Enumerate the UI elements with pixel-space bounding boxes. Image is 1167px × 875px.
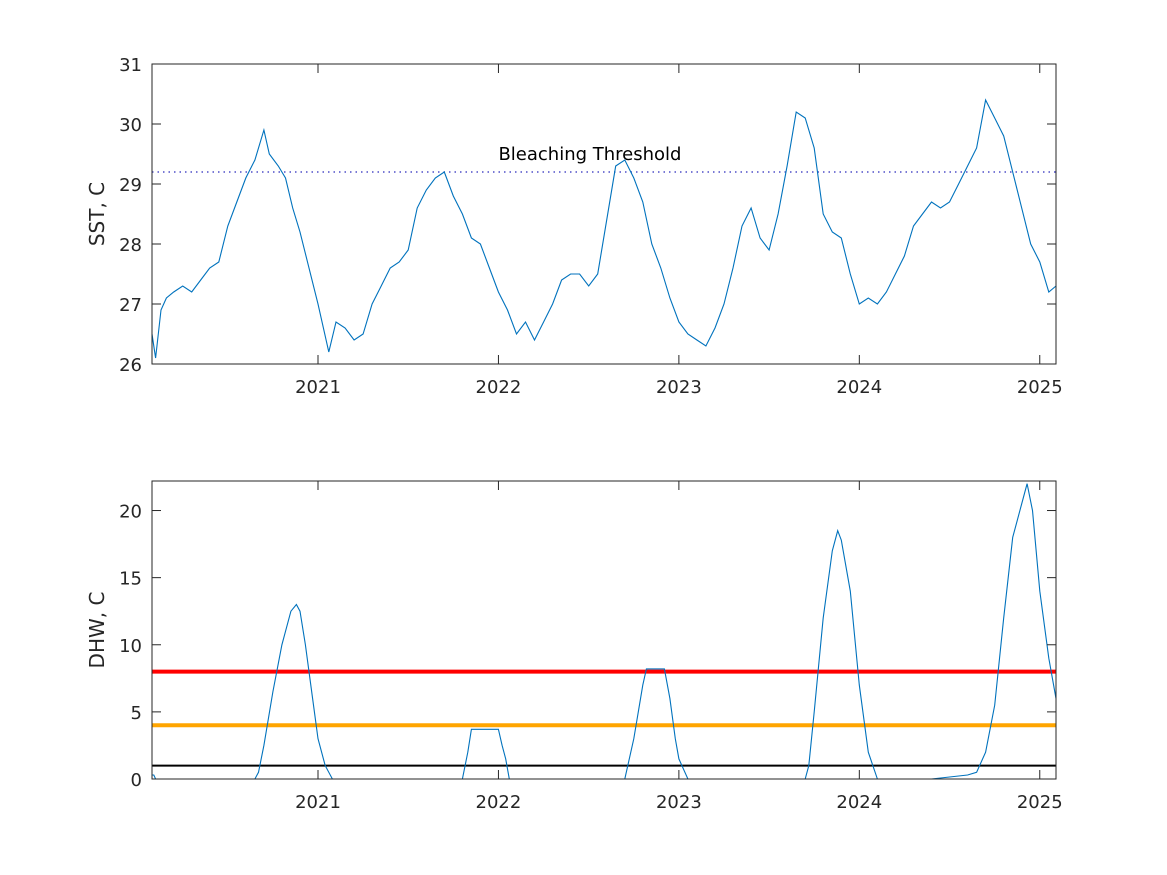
y-tick-label: 20 <box>119 502 142 523</box>
x-tick-label: 2021 <box>295 792 341 813</box>
dhw-plot-area <box>152 481 1056 779</box>
y-tick-label: 28 <box>119 235 142 256</box>
x-tick-label: 2023 <box>656 792 702 813</box>
bleaching-threshold-label: Bleaching Threshold <box>498 144 681 165</box>
dhw-reference-lines <box>152 669 1056 767</box>
x-tick-label: 2025 <box>1017 792 1063 813</box>
x-tick-label: 2024 <box>836 377 882 398</box>
y-tick-label: 27 <box>119 295 142 316</box>
x-tick-label: 2023 <box>656 377 702 398</box>
dhw-y-axis-label: DHW, C <box>85 592 109 669</box>
dhw-axes-box <box>151 480 1057 780</box>
dhw-axes: 2021 2022 2023 2024 2025 0 5 10 15 20 DHW, C <box>85 480 1063 813</box>
x-tick-label: 2024 <box>836 792 882 813</box>
y-tick-label: 26 <box>119 355 142 376</box>
x-tick-label: 2025 <box>1017 377 1063 398</box>
dhw-y-ticks: 0 5 10 15 20 <box>119 502 1056 791</box>
dhw-series-line <box>152 483 1057 780</box>
y-tick-label: 30 <box>119 115 142 136</box>
sst-x-ticks: 2021 2022 2023 2024 2025 <box>295 64 1063 398</box>
y-tick-label: 29 <box>119 175 142 196</box>
sst-axes: Bleaching Threshold 2021 2022 2023 2024 2025… <box>85 55 1063 398</box>
x-tick-label: 2022 <box>476 792 522 813</box>
y-tick-label: 31 <box>119 55 142 76</box>
sst-y-axis-label: SST, C <box>85 182 109 246</box>
sst-plot-area <box>152 64 1056 364</box>
y-tick-label: 15 <box>119 569 142 590</box>
sst-axes-box <box>151 63 1057 365</box>
dhw-x-ticks: 2021 2022 2023 2024 2025 <box>295 481 1063 813</box>
sst-series-line <box>151 98 1057 359</box>
y-tick-label: 5 <box>131 703 142 724</box>
y-tick-label: 10 <box>119 636 142 657</box>
x-tick-label: 2022 <box>476 377 522 398</box>
x-tick-label: 2021 <box>295 377 341 398</box>
y-tick-label: 0 <box>131 770 142 791</box>
